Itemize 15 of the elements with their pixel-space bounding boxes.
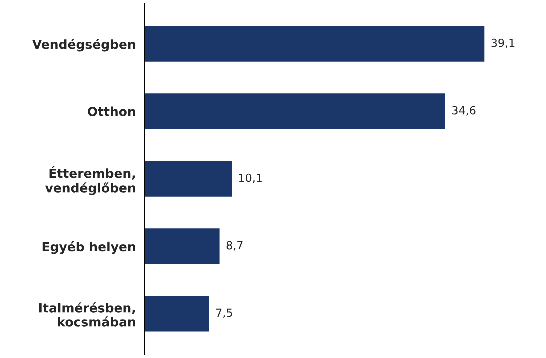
y-tick-label: Italmérésben, kocsmában <box>40 302 136 327</box>
bar <box>144 160 234 198</box>
data-label: 34,6 <box>452 106 476 116</box>
bar <box>144 24 486 64</box>
data-label: 7,5 <box>216 308 232 318</box>
bar <box>144 92 447 131</box>
bar <box>144 294 211 334</box>
y-tick-label: Otthon <box>88 106 136 116</box>
y-tick-label: Egyéb helyen <box>42 241 136 254</box>
data-label: 10,1 <box>239 174 262 184</box>
data-label: 39,1 <box>492 38 515 48</box>
data-label: 8,7 <box>226 241 243 251</box>
y-tick-label: Vendégségben <box>32 39 136 52</box>
y-tick-label: Étteremben, vendéglőben <box>45 166 136 196</box>
bar <box>144 227 222 266</box>
